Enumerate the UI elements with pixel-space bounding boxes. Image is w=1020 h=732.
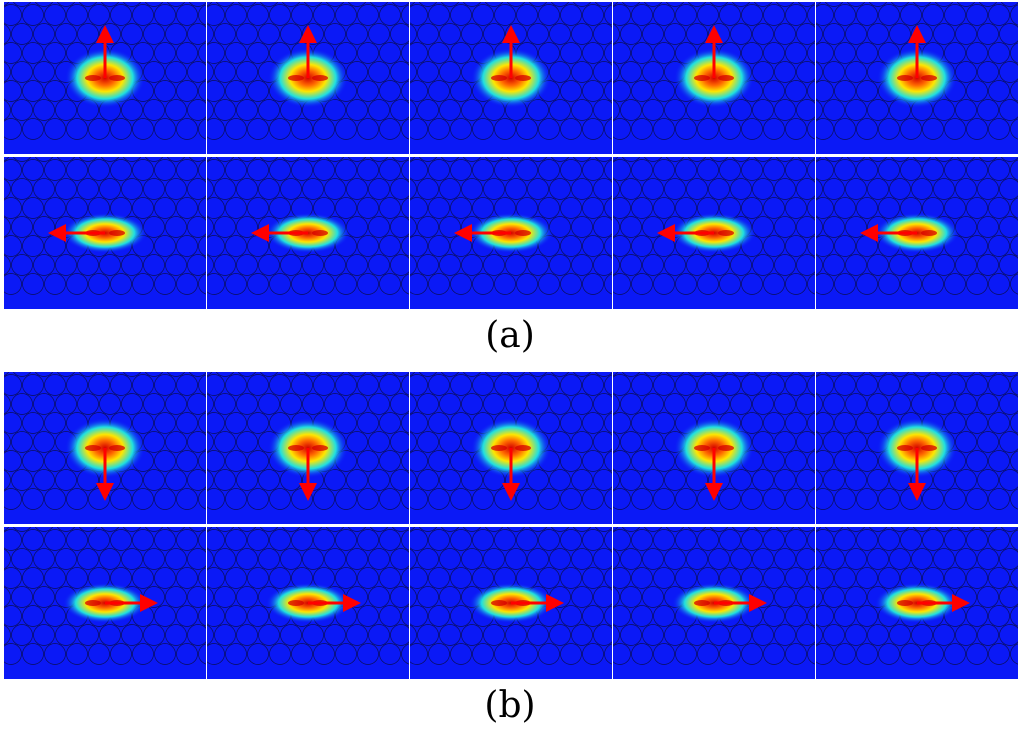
panel-a-row-vertical xyxy=(4,2,1018,154)
mode-field-map xyxy=(4,2,206,140)
lattice xyxy=(410,372,612,510)
lattice xyxy=(207,157,409,295)
panel-b-row-horizontal xyxy=(4,527,1018,679)
lattice xyxy=(4,527,206,665)
field-map-cell xyxy=(207,157,409,309)
lattice xyxy=(4,2,206,140)
mode-field-map xyxy=(207,527,409,665)
field-map-cell xyxy=(613,527,815,679)
mode-field-map xyxy=(613,2,815,140)
field-map-cell xyxy=(613,2,815,154)
mode-field-map xyxy=(816,372,1018,510)
lattice xyxy=(410,527,612,665)
field-map-cell xyxy=(410,157,612,309)
field-map-cell xyxy=(816,527,1018,679)
caption-b: (b) xyxy=(484,685,536,726)
field-map-cell xyxy=(4,2,206,154)
mode-field-map xyxy=(410,372,612,510)
field-map-cell xyxy=(410,527,612,679)
panel-a-row-horizontal xyxy=(4,157,1018,309)
mode-field-map xyxy=(207,372,409,510)
field-map-cell xyxy=(207,2,409,154)
field-map-cell xyxy=(613,157,815,309)
field-map-cell xyxy=(4,527,206,679)
field-map-cell xyxy=(4,157,206,309)
mode-field-map xyxy=(613,157,815,295)
field-map-cell xyxy=(410,372,612,524)
mode-field-map xyxy=(4,372,206,510)
field-map-cell xyxy=(816,372,1018,524)
panel-b-row-vertical xyxy=(4,372,1018,524)
field-map-cell xyxy=(207,527,409,679)
panel-b xyxy=(4,372,1018,680)
field-map-cell xyxy=(207,372,409,524)
mode-field-map xyxy=(207,157,409,295)
mode-field-map xyxy=(816,527,1018,665)
mode-field-map xyxy=(4,157,206,295)
field-map-cell xyxy=(410,2,612,154)
lattice xyxy=(816,527,1018,665)
field-map-cell xyxy=(816,157,1018,309)
mode-field-map xyxy=(410,157,612,295)
mode-field-map xyxy=(613,527,815,665)
mode-field-map xyxy=(816,157,1018,295)
mode-field-map xyxy=(410,527,612,665)
panel-a xyxy=(4,2,1018,310)
caption-a: (a) xyxy=(485,315,535,356)
field-map-cell xyxy=(613,372,815,524)
mode-field-map xyxy=(613,372,815,510)
mode-field-map xyxy=(4,527,206,665)
mode-field-map xyxy=(410,2,612,140)
field-map-cell xyxy=(4,372,206,524)
mode-field-map xyxy=(816,2,1018,140)
mode-field-map xyxy=(207,2,409,140)
lattice xyxy=(816,157,1018,295)
lattice xyxy=(613,2,815,140)
field-map-cell xyxy=(816,2,1018,154)
